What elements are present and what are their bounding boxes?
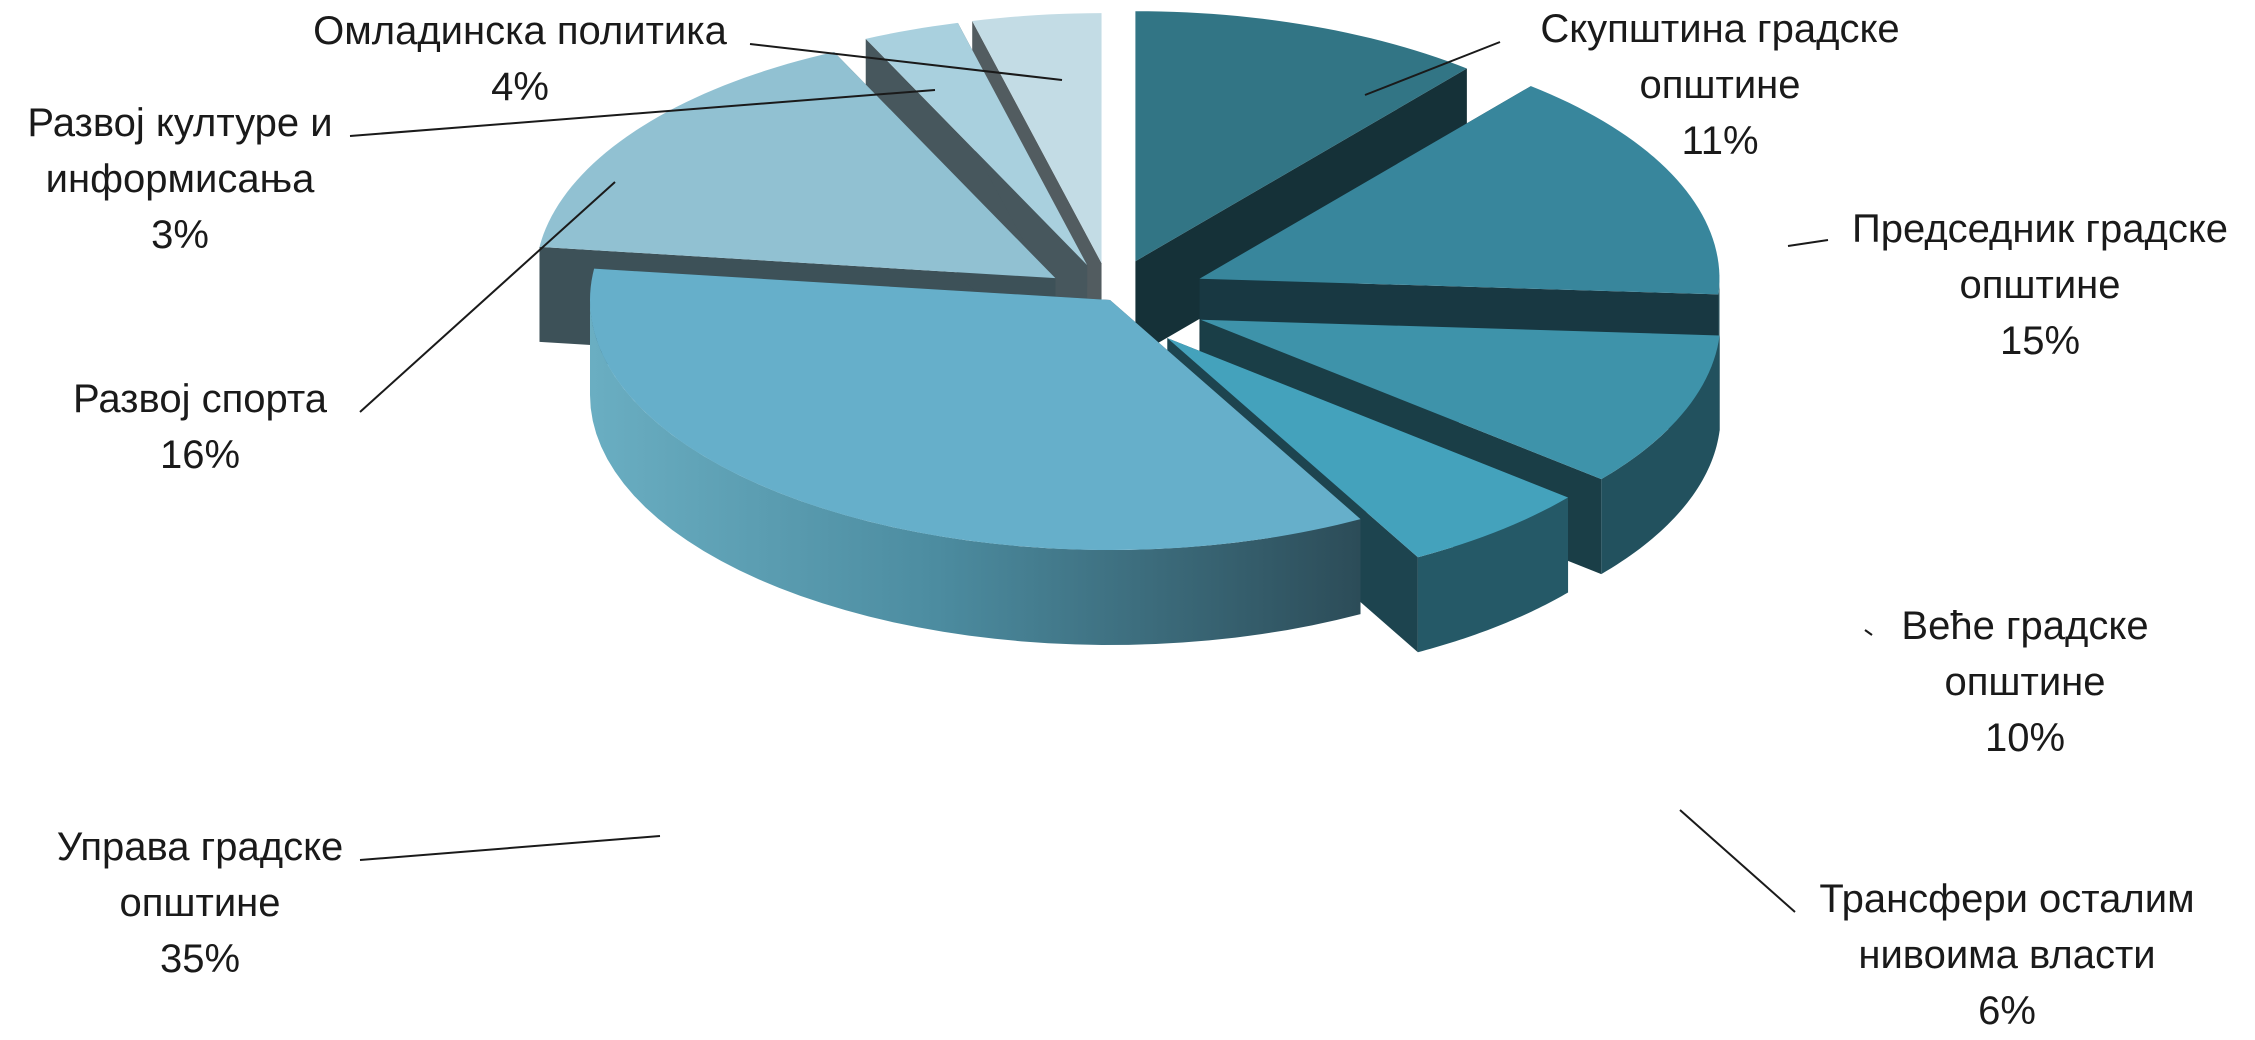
slice-label-line-5-0: Развој спорта <box>73 377 328 421</box>
leader-line-6 <box>349 89 936 137</box>
leader-line-7 <box>749 43 1063 81</box>
slice-label-7: Омладинска политика 4% <box>313 9 727 109</box>
slice-label-line-4-0: Управа градске <box>57 825 344 869</box>
pie-slice-1 <box>1199 86 1720 295</box>
slice-label-line-4-1: општине <box>120 881 281 925</box>
slice-percent-label-6: 3% <box>151 213 209 257</box>
slice-percent-label-7: 4% <box>491 65 549 109</box>
slice-wall-3 <box>1417 497 1569 653</box>
pie-slice-5 <box>539 51 1056 279</box>
pie-slice-6 <box>865 22 1088 266</box>
slice-label-1: Председник градске општине 15% <box>1852 207 2228 363</box>
slice-label-line-6-1: информисања <box>46 157 315 201</box>
slice-label-5: Развој спорта 16% <box>73 377 328 477</box>
leader-line-2 <box>1864 629 1873 636</box>
slice-percent-label-2: 10% <box>1985 716 2065 760</box>
slice-percent-label-4: 35% <box>160 937 240 981</box>
slice-percent-label-1: 15% <box>2000 319 2080 363</box>
slice-percent-label-3: 6% <box>1978 989 2036 1033</box>
slice-label-line-3-0: Трансфери осталим <box>1819 877 2194 921</box>
slice-label-3: Трансфери осталим нивоима власти 6% <box>1819 877 2194 1033</box>
slice-label-line-2-0: Веће градске <box>1901 604 2148 648</box>
slice-label-2: Веће градске општине 10% <box>1901 604 2148 760</box>
slice-label-line-3-1: нивоима власти <box>1858 933 2155 977</box>
leader-line-1 <box>1787 239 1829 247</box>
slice-label-4: Управа градске општине 35% <box>57 825 344 981</box>
slice-label-line-7-0: Омладинска политика <box>313 9 727 53</box>
pie-slice-3 <box>1167 338 1569 558</box>
slice-wall-2 <box>1601 335 1720 575</box>
slice-label-line-0-1: општине <box>1640 63 1801 107</box>
pie-slice-0 <box>1135 11 1467 262</box>
leader-line-5 <box>359 181 616 413</box>
slice-label-line-6-0: Развој културе и <box>27 101 332 145</box>
slice-labels: Скупштина градске општине 11% Председник гр… <box>27 7 2228 1033</box>
leader-line-4 <box>359 835 661 861</box>
slice-label-line-2-1: општине <box>1945 660 2106 704</box>
slice-tops <box>539 11 1720 558</box>
leader-line-3 <box>1679 809 1796 913</box>
slice-label-line-1-0: Председник градске <box>1852 207 2228 251</box>
slice-wall-4 <box>590 300 1361 645</box>
slice-label-0: Скупштина градске општине 11% <box>1540 7 1899 163</box>
leader-line-0 <box>1364 41 1501 96</box>
slice-percent-label-5: 16% <box>160 433 240 477</box>
pie-slice-7 <box>972 13 1102 264</box>
pie-slice-2 <box>1200 319 1720 480</box>
slice-label-line-1-1: општине <box>1960 263 2121 307</box>
slice-label-6: Развој културе и информисања 3% <box>27 101 332 257</box>
slice-percent-label-0: 11% <box>1681 119 1758 163</box>
pie-slice-4 <box>590 268 1361 550</box>
leader-lines <box>349 41 1873 913</box>
slice-label-line-0-0: Скупштина градске <box>1540 7 1899 51</box>
